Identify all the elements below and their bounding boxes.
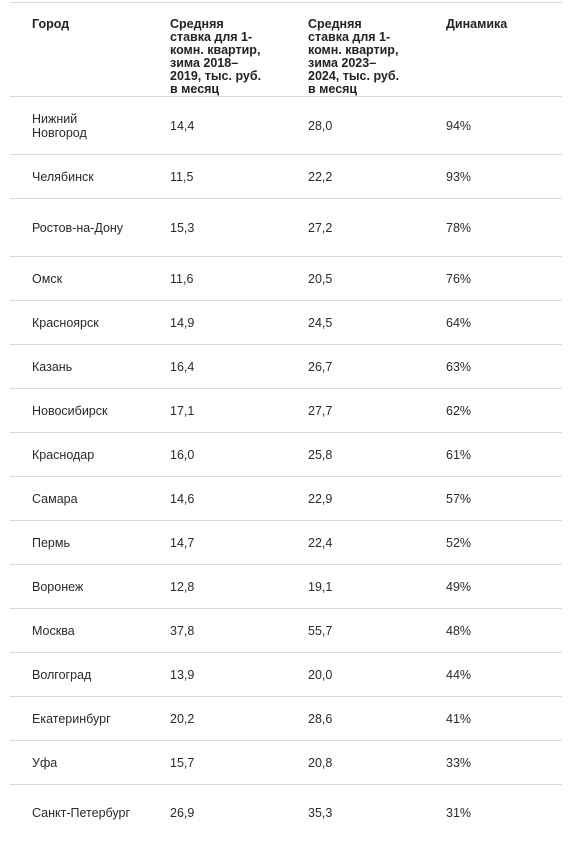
city-cell: Волгоград bbox=[10, 652, 148, 697]
rate-2024-cell: 55,7 bbox=[286, 608, 424, 653]
header-rate-2019: Средняя ставка для 1-комн. квартир, зима… bbox=[148, 3, 286, 97]
rate-2024-cell: 20,0 bbox=[286, 652, 424, 697]
rate-2024-cell: 25,8 bbox=[286, 432, 424, 477]
rate-2024-cell: 20,5 bbox=[286, 256, 424, 301]
rate-2019-cell: 26,9 bbox=[170, 806, 195, 821]
city-cell: Омск bbox=[10, 256, 148, 301]
rate-2019-cell: 11,6 bbox=[148, 256, 286, 301]
table-row: Краснодар 16,0 25,8 61% bbox=[10, 432, 562, 477]
city-cell: Красноярск bbox=[10, 300, 148, 345]
change-cell: 76% bbox=[424, 256, 562, 301]
change-cell: 57% bbox=[424, 476, 562, 521]
rate-2024-cell: 26,7 bbox=[286, 344, 424, 389]
change-cell: 93% bbox=[424, 154, 562, 199]
rate-2024-cell: 20,8 bbox=[286, 740, 424, 785]
rate-2024-cell: 24,5 bbox=[286, 300, 424, 345]
change-cell: 94% bbox=[424, 96, 562, 155]
rent-table: Город Средняя ставка для 1-комн. квартир… bbox=[10, 3, 562, 842]
city-cell: Санкт-Петербург bbox=[32, 806, 131, 821]
rate-2024-cell: 27,7 bbox=[286, 388, 424, 433]
city-cell: Нижний Новгород bbox=[10, 96, 148, 155]
table-row: Санкт-Петербург 26,9 35,3 31% bbox=[10, 785, 562, 842]
rate-2019-cell: 20,2 bbox=[148, 696, 286, 741]
change-cell: 63% bbox=[424, 344, 562, 389]
rate-2024-cell: 22,9 bbox=[286, 476, 424, 521]
change-cell: 33% bbox=[424, 740, 562, 785]
table-row: Омск 11,6 20,5 76% bbox=[10, 256, 562, 301]
table-row: Казань 16,4 26,7 63% bbox=[10, 344, 562, 389]
city-cell: Казань bbox=[10, 344, 148, 389]
rate-2019-cell: 17,1 bbox=[148, 388, 286, 433]
rate-2019-cell: 15,3 bbox=[148, 198, 286, 257]
change-cell: 61% bbox=[424, 432, 562, 477]
change-cell: 31% bbox=[446, 806, 472, 821]
city-cell: Москва bbox=[10, 608, 148, 653]
table-row: Красноярск 14,9 24,5 64% bbox=[10, 300, 562, 345]
rate-2019-cell: 14,9 bbox=[148, 300, 286, 345]
table-row: Новосибирск 17,1 27,7 62% bbox=[10, 388, 562, 433]
rate-2024-cell: 35,3 bbox=[308, 806, 333, 821]
city-cell: Ростов-на-Дону bbox=[10, 198, 148, 257]
rate-2019-cell: 15,7 bbox=[148, 740, 286, 785]
change-cell: 78% bbox=[424, 198, 562, 257]
rate-2024-cell: 28,0 bbox=[286, 96, 424, 155]
city-cell: Краснодар bbox=[10, 432, 148, 477]
table-row: Екатеринбург 20,2 28,6 41% bbox=[10, 696, 562, 741]
table-row: Челябинск 11,5 22,2 93% bbox=[10, 154, 562, 199]
table-body: Нижний Новгород 14,4 28,0 94% Челябинск 11,5 2… bbox=[10, 96, 562, 842]
rate-2019-cell: 12,8 bbox=[148, 564, 286, 609]
rate-2019-cell: 14,7 bbox=[148, 520, 286, 565]
city-cell: Челябинск bbox=[10, 154, 148, 199]
top-divider bbox=[10, 2, 562, 3]
rate-2019-cell: 37,8 bbox=[148, 608, 286, 653]
city-cell: Пермь bbox=[10, 520, 148, 565]
table-header-row: Город Средняя ставка для 1-комн. квартир… bbox=[10, 3, 562, 97]
table-row: Пермь 14,7 22,4 52% bbox=[10, 520, 562, 565]
rate-2019-cell: 13,9 bbox=[148, 652, 286, 697]
rate-2019-cell: 11,5 bbox=[148, 154, 286, 199]
header-city: Город bbox=[10, 3, 148, 97]
change-cell: 62% bbox=[424, 388, 562, 433]
table-row: Волгоград 13,9 20,0 44% bbox=[10, 652, 562, 697]
table-row: Нижний Новгород 14,4 28,0 94% bbox=[10, 96, 562, 155]
change-cell: 49% bbox=[424, 564, 562, 609]
rate-2019-cell: 14,6 bbox=[148, 476, 286, 521]
rate-2019-cell: 14,4 bbox=[148, 96, 286, 155]
table-row: Уфа 15,7 20,8 33% bbox=[10, 740, 562, 785]
change-cell: 48% bbox=[424, 608, 562, 653]
table-row: Воронеж 12,8 19,1 49% bbox=[10, 564, 562, 609]
change-cell: 44% bbox=[424, 652, 562, 697]
city-cell: Самара bbox=[10, 476, 148, 521]
table-row: Москва 37,8 55,7 48% bbox=[10, 608, 562, 653]
rent-table-container: Город Средняя ставка для 1-комн. квартир… bbox=[10, 2, 562, 842]
rate-2024-cell: 22,4 bbox=[286, 520, 424, 565]
rate-2024-cell: 22,2 bbox=[286, 154, 424, 199]
table-row: Ростов-на-Дону 15,3 27,2 78% bbox=[10, 198, 562, 257]
city-cell: Екатеринбург bbox=[10, 696, 148, 741]
rate-2019-cell: 16,4 bbox=[148, 344, 286, 389]
table-row: Самара 14,6 22,9 57% bbox=[10, 476, 562, 521]
change-cell: 64% bbox=[424, 300, 562, 345]
header-change: Динамика bbox=[424, 3, 562, 97]
change-cell: 52% bbox=[424, 520, 562, 565]
rate-2019-cell: 16,0 bbox=[148, 432, 286, 477]
city-cell: Новосибирск bbox=[10, 388, 148, 433]
rate-2024-cell: 28,6 bbox=[286, 696, 424, 741]
city-cell: Уфа bbox=[10, 740, 148, 785]
rate-2024-cell: 27,2 bbox=[286, 198, 424, 257]
change-cell: 41% bbox=[424, 696, 562, 741]
rate-2024-cell: 19,1 bbox=[286, 564, 424, 609]
city-cell: Воронеж bbox=[10, 564, 148, 609]
header-rate-2024: Средняя ставка для 1-комн. квартир, зима… bbox=[286, 3, 424, 97]
